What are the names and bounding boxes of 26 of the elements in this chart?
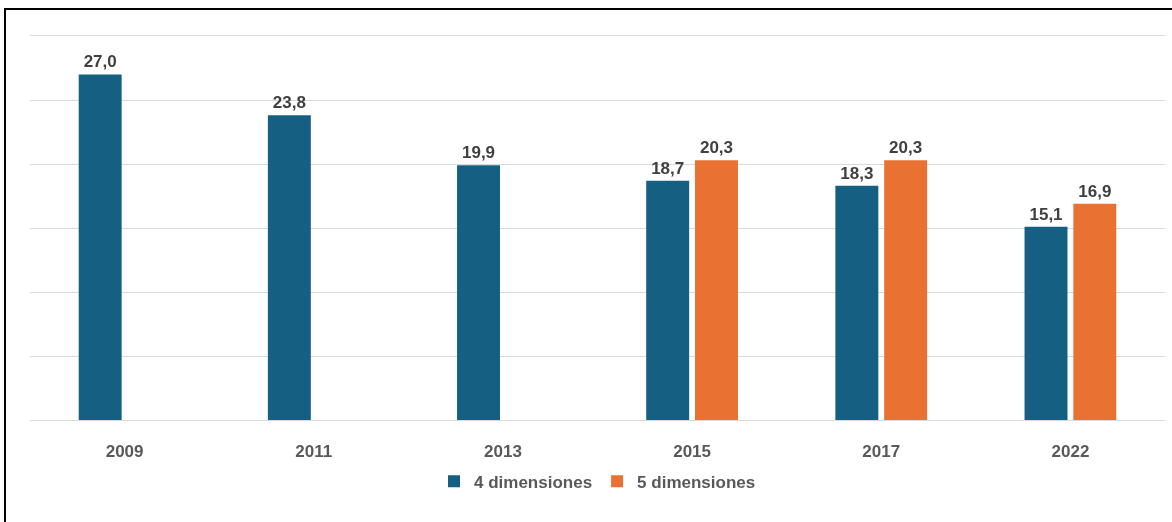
data-label: 18,7 [651, 158, 685, 178]
x-tick-label: 2011 [295, 442, 333, 462]
legend-label: 4 dimensiones [474, 473, 593, 492]
bar [78, 74, 122, 420]
bar [646, 180, 690, 420]
data-label: 20,3 [889, 138, 923, 158]
x-tick-label: 2022 [1051, 442, 1090, 462]
x-tick-label: 2009 [105, 442, 144, 462]
bar [457, 165, 500, 420]
x-tick-label: 2013 [484, 442, 522, 462]
data-label: 23,8 [272, 93, 306, 113]
data-label: 27,0 [83, 52, 117, 72]
x-tick-label: 2015 [673, 442, 711, 462]
bar [835, 185, 879, 420]
data-label: 19,9 [461, 143, 496, 163]
bar [1024, 226, 1068, 420]
x-tick-label: 2017 [862, 442, 901, 462]
legend-label: 5 dimensiones [637, 473, 756, 492]
data-label: 16,9 [1078, 181, 1112, 201]
bar [884, 160, 928, 420]
bar [267, 115, 311, 420]
data-label: 15,1 [1029, 204, 1063, 224]
data-label: 20,3 [699, 138, 734, 158]
bar [1073, 203, 1117, 420]
bar [695, 160, 738, 420]
data-label: 18,3 [840, 163, 874, 183]
